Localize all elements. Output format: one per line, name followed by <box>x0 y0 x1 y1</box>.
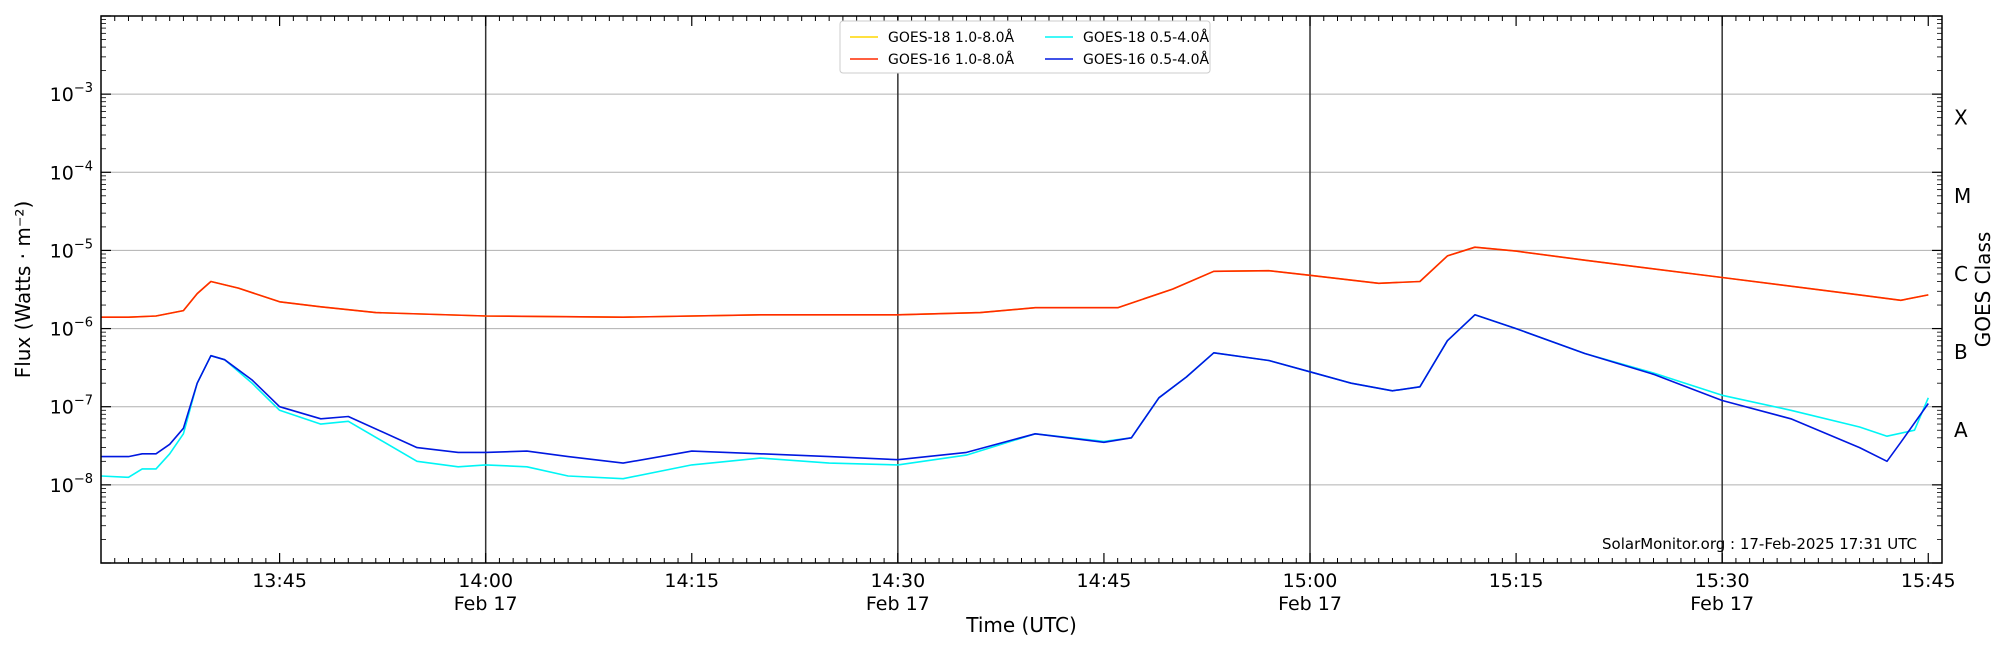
flux-series <box>100 246 1930 480</box>
series-line-3 <box>101 313 1929 464</box>
y-tick-label: 10−4 <box>50 159 93 184</box>
credit-text: SolarMonitor.org : 17-Feb-2025 17:31 UTC <box>1602 535 1917 553</box>
series-line-0 <box>101 246 1929 319</box>
goes-class-b: B <box>1954 340 1968 364</box>
goes-class-c: C <box>1954 262 1968 286</box>
series-line-1 <box>101 246 1929 319</box>
x-tick-label: 15:45 <box>1901 570 1956 592</box>
day-boundary-lines <box>484 16 1723 563</box>
x-tick-label: 15:30 <box>1695 570 1750 592</box>
goes-class-labels: A B C M X <box>1954 106 1971 443</box>
y-axis-title: Flux (Watts · m⁻²) <box>11 201 35 379</box>
plot-frame <box>100 15 1943 564</box>
x-tick-label: 14:15 <box>664 570 719 592</box>
goes-class-a: A <box>1954 418 1968 442</box>
legend-label-0: GOES-18 1.0-8.0Å <box>888 29 1014 46</box>
goes-class-m: M <box>1954 184 1971 208</box>
x-tick-label: 13:45 <box>252 570 307 592</box>
legend-label-3: GOES-16 0.5-4.0Å <box>1083 51 1209 68</box>
x-tick-label: 15:15 <box>1489 570 1544 592</box>
legend-label-1: GOES-16 1.0-8.0Å <box>888 51 1014 68</box>
legend-label-2: GOES-18 0.5-4.0Å <box>1083 29 1209 46</box>
axis-ticks <box>100 15 1943 564</box>
y-tick-label: 10−3 <box>50 81 93 106</box>
y-tick-label: 10−5 <box>50 237 93 262</box>
x-tick-date-label: Feb 17 <box>454 593 518 615</box>
x-tick-label: 14:00 <box>458 570 513 592</box>
y-tick-label: 10−6 <box>50 316 93 341</box>
x-tick-date-label: Feb 17 <box>1690 593 1754 615</box>
legend: GOES-18 1.0-8.0Å GOES-16 1.0-8.0Å GOES-18 … <box>839 20 1211 74</box>
y-tick-label: 10−8 <box>50 472 93 497</box>
y-tick-labels: 10−8 10−7 10−6 10−5 10−4 10−3 <box>50 81 93 497</box>
x-tick-date-label: Feb 17 <box>866 593 930 615</box>
series-line-2 <box>100 313 1930 480</box>
y-tick-label: 10−7 <box>50 394 93 419</box>
goes-class-x: X <box>1954 106 1968 130</box>
x-tick-date-label: Feb 17 <box>1278 593 1342 615</box>
x-tick-label: 15:00 <box>1283 570 1338 592</box>
x-tick-label: 14:30 <box>870 570 925 592</box>
goes-class-axis-title: GOES Class <box>1971 232 1995 348</box>
legend-box <box>839 20 1211 74</box>
x-axis-title: Time (UTC) <box>965 613 1077 637</box>
gridlines <box>101 93 1942 486</box>
legend-items: GOES-18 1.0-8.0Å GOES-16 1.0-8.0Å GOES-18 … <box>850 29 1209 68</box>
x-tick-label: 14:45 <box>1077 570 1132 592</box>
